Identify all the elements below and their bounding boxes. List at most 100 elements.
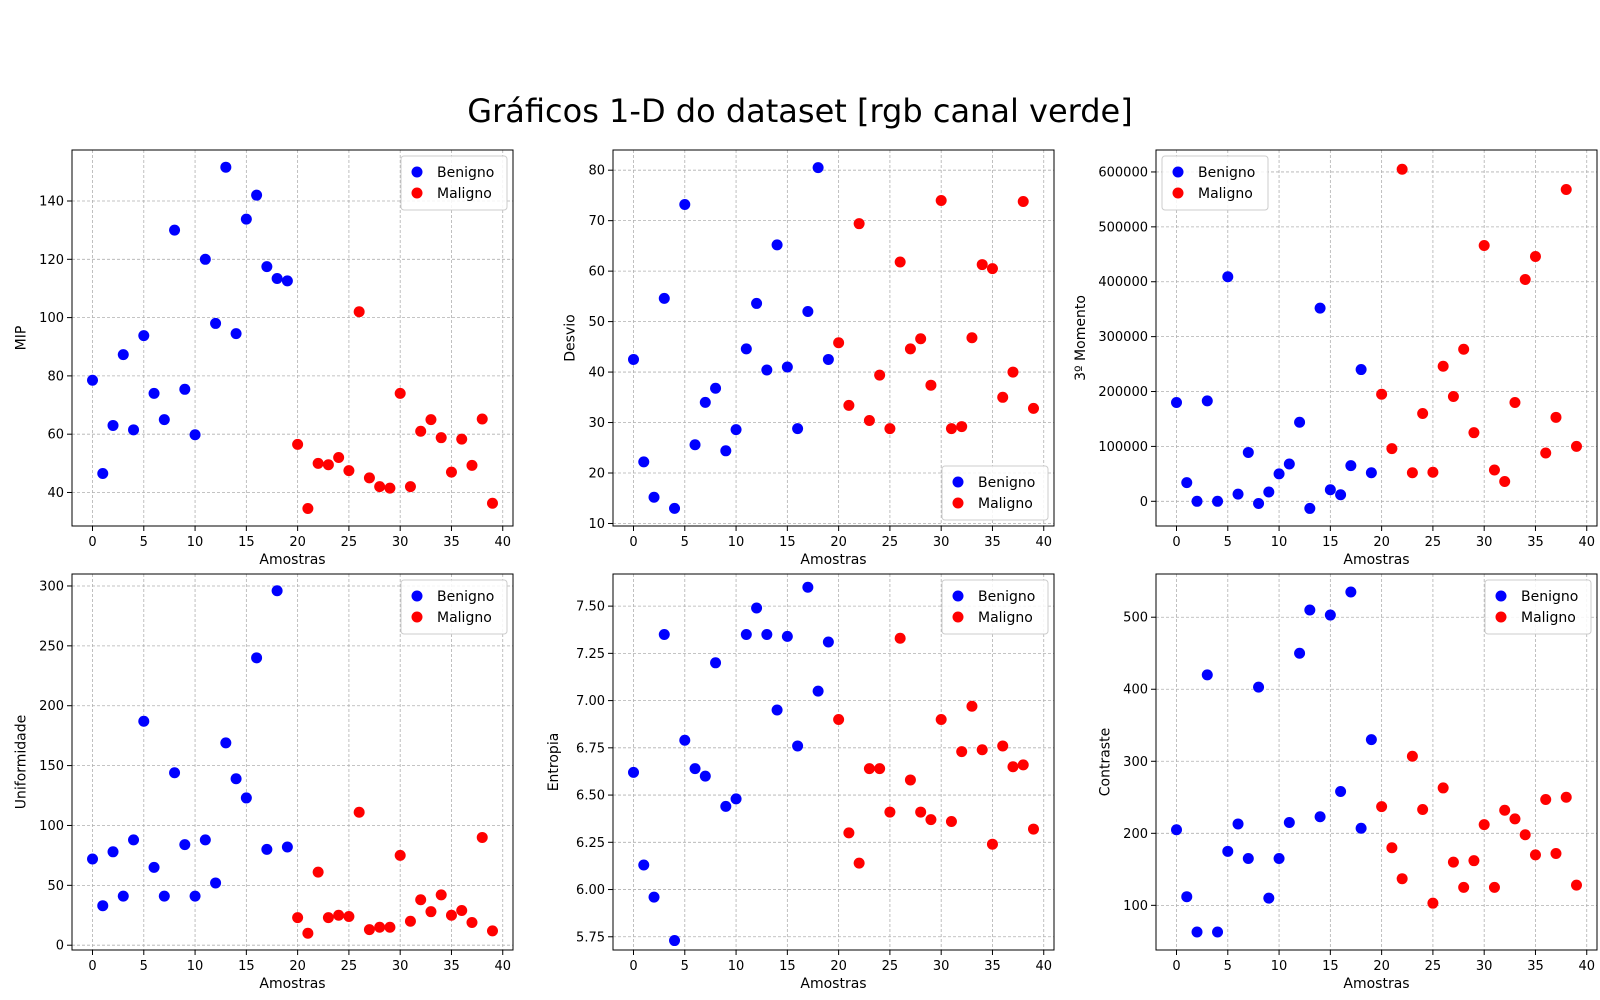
data-point-benigno <box>1212 495 1224 507</box>
data-point-benigno <box>1335 786 1347 798</box>
data-point-benigno <box>138 330 150 342</box>
data-point-benigno <box>220 737 232 749</box>
data-point-benigno <box>1304 604 1316 616</box>
data-point-benigno <box>87 853 99 865</box>
data-point-benigno <box>1335 489 1347 501</box>
data-point-maligno <box>904 774 916 786</box>
x-tick-label: 5 <box>681 535 689 550</box>
x-tick-label: 15 <box>1322 535 1339 550</box>
data-point-maligno <box>1570 879 1582 891</box>
y-tick-label: 80 <box>588 164 605 179</box>
data-point-benigno <box>761 364 773 376</box>
data-point-maligno <box>1027 402 1039 414</box>
data-point-maligno <box>1458 881 1470 893</box>
data-point-benigno <box>689 439 701 451</box>
y-tick-label: 100000 <box>1098 440 1148 455</box>
data-point-maligno <box>456 904 468 916</box>
x-tick-label: 25 <box>341 959 358 974</box>
data-point-benigno <box>1365 734 1377 746</box>
data-point-maligno <box>1396 873 1408 885</box>
x-tick-label: 10 <box>187 959 204 974</box>
x-axis-label: Amostras <box>800 552 866 568</box>
data-point-maligno <box>956 421 968 433</box>
x-tick-label: 20 <box>289 535 306 550</box>
legend-marker-benigno <box>952 590 964 602</box>
data-point-maligno <box>445 909 457 921</box>
x-tick-label: 30 <box>933 959 950 974</box>
data-point-maligno <box>1468 855 1480 867</box>
legend-box <box>400 579 508 635</box>
data-point-maligno <box>1017 759 1029 771</box>
data-point-maligno <box>904 343 916 355</box>
data-point-benigno <box>812 162 824 174</box>
y-tick-label: 0 <box>56 939 64 954</box>
data-point-maligno <box>404 915 416 927</box>
axes-frame <box>612 149 1055 527</box>
x-axis-label: Amostras <box>259 976 325 992</box>
y-tick-label: 6.00 <box>576 883 605 898</box>
data-point-benigno <box>679 734 691 746</box>
data-point-maligno <box>394 849 406 861</box>
data-point-maligno <box>476 413 488 425</box>
data-point-maligno <box>292 912 304 924</box>
y-tick-label: 50 <box>588 315 605 330</box>
y-axis-label: Contraste <box>1097 728 1113 796</box>
data-point-maligno <box>997 391 1009 403</box>
legend-marker-benigno <box>1172 166 1184 178</box>
data-point-maligno <box>322 912 334 924</box>
data-point-maligno <box>1376 801 1388 813</box>
data-point-benigno <box>679 199 691 211</box>
y-tick-label: 70 <box>588 214 605 229</box>
data-point-maligno <box>384 482 396 494</box>
legend-box <box>1484 579 1592 635</box>
data-point-maligno <box>1017 195 1029 207</box>
x-tick-label: 0 <box>1172 959 1180 974</box>
series-maligno <box>833 194 1039 435</box>
legend: Benigno Maligno <box>1484 579 1592 635</box>
x-tick-label: 35 <box>1527 959 1544 974</box>
x-tick-label: 10 <box>1271 535 1288 550</box>
data-point-maligno <box>925 814 937 826</box>
data-point-benigno <box>822 636 834 648</box>
data-point-benigno <box>158 414 170 426</box>
x-axis-label: Amostras <box>259 552 325 568</box>
data-point-maligno <box>1509 396 1521 408</box>
data-point-maligno <box>925 379 937 391</box>
x-tick-label: 0 <box>88 959 96 974</box>
data-point-maligno <box>1007 761 1019 773</box>
data-point-maligno <box>1529 250 1541 262</box>
x-tick-label: 20 <box>1373 535 1390 550</box>
data-point-maligno <box>415 425 427 437</box>
y-axis-label: MIP <box>13 326 29 351</box>
x-tick-label: 20 <box>289 959 306 974</box>
y-tick-label: 6.50 <box>576 789 605 804</box>
data-point-maligno <box>1488 881 1500 893</box>
data-point-maligno <box>1427 897 1439 909</box>
chart-panel-4: 0 5 10 15 20 25 30 35 40 0 50 100 150 200 250 300 Amostr… <box>13 573 514 992</box>
legend-box <box>941 465 1049 521</box>
data-point-maligno <box>1437 360 1449 372</box>
series-benigno <box>1171 271 1377 514</box>
data-point-maligno <box>466 916 478 928</box>
legend-marker-maligno <box>952 611 964 623</box>
y-tick-label: 80 <box>47 369 64 384</box>
data-point-maligno <box>435 889 447 901</box>
y-tick-label: 200 <box>39 699 64 714</box>
data-point-benigno <box>1324 484 1336 496</box>
y-tick-label: 0 <box>1140 495 1148 510</box>
data-point-benigno <box>169 767 181 779</box>
data-point-maligno <box>1406 750 1418 762</box>
data-point-benigno <box>699 396 711 408</box>
data-point-benigno <box>740 628 752 640</box>
y-tick-label: 100 <box>1123 899 1148 914</box>
data-point-maligno <box>863 415 875 427</box>
y-tick-label: 7.25 <box>576 647 605 662</box>
x-tick-label: 10 <box>728 959 745 974</box>
data-point-benigno <box>1294 647 1306 659</box>
data-point-maligno <box>884 423 896 435</box>
data-point-benigno <box>658 292 670 304</box>
chart-panel-5: 0 5 10 15 20 25 30 35 40 5.75 6.00 6.25 6.50 6.75 7.00… <box>546 573 1055 992</box>
data-point-maligno <box>843 399 855 411</box>
legend: Benigno Maligno <box>1161 155 1269 211</box>
data-point-maligno <box>374 921 386 933</box>
